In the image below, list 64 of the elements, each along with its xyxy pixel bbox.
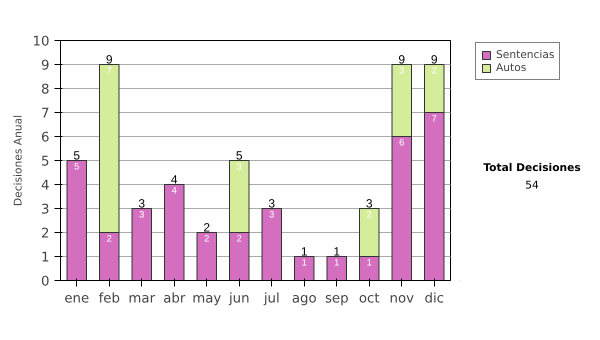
data-label: 3 [139, 209, 144, 220]
x-tick-label: ago [292, 292, 317, 306]
y-tick-label: 6 [41, 130, 50, 146]
data-label: 2 [432, 65, 437, 76]
total-label: 2 [203, 220, 210, 234]
total-label: 9 [398, 52, 406, 66]
bar [66, 160, 87, 280]
x-tick-label: may [192, 292, 222, 306]
x-tick-label: dic [424, 292, 444, 306]
bar [326, 256, 347, 280]
data-label: 1 [334, 257, 340, 268]
legend-label: Sentencias [496, 48, 554, 61]
legend-label: Autos [496, 61, 526, 74]
total-label: 9 [430, 52, 438, 66]
y-axis-title: Decisiones Anual [12, 114, 25, 206]
data-label: 2 [106, 233, 112, 244]
x-tick-label: feb [98, 292, 120, 306]
total-label: 5 [73, 148, 80, 162]
total-label: 1 [333, 244, 340, 258]
total-label: 3 [366, 196, 373, 210]
data-label: 5 [74, 161, 80, 172]
data-label: 3 [399, 65, 404, 76]
y-tick-label: 9 [41, 58, 50, 74]
x-tick-label: nov [390, 292, 414, 306]
total-label: 5 [236, 148, 243, 162]
data-label: 6 [399, 137, 404, 148]
bar [294, 256, 314, 280]
data-label: 1 [302, 257, 307, 268]
data-label: 2 [236, 233, 242, 244]
x-tick-label: ene [64, 292, 90, 306]
total-label: 1 [300, 244, 308, 258]
y-tick-label: 1 [41, 250, 50, 266]
text: 54 [525, 178, 539, 192]
y-tick-label: 4 [41, 178, 50, 194]
x-tick-label: sep [324, 292, 349, 306]
data-label: 3 [236, 161, 242, 172]
x-tick-label: jul [262, 292, 280, 306]
data-label: 7 [432, 113, 437, 124]
x-tick-label: abr [163, 292, 186, 306]
y-tick-label: 8 [41, 82, 50, 98]
y-tick-label: 10 [32, 34, 50, 50]
y-tick-label: 2 [41, 226, 50, 242]
y-tick-label: 5 [41, 154, 50, 170]
x-tick-label: jun [228, 292, 250, 306]
total-label: 3 [138, 196, 146, 210]
y-tick-label: 0 [41, 274, 50, 290]
y-tick-label: 3 [41, 202, 50, 218]
total-label: 4 [170, 172, 178, 186]
total-label: 9 [106, 52, 113, 66]
text: Total Decisiones [483, 161, 581, 174]
data-label: 1 [366, 257, 372, 268]
bar [196, 232, 217, 280]
data-label: 2 [204, 233, 210, 244]
data-label: 7 [106, 65, 112, 76]
bar [132, 208, 152, 280]
bar [262, 208, 282, 280]
y-tick-label: 7 [41, 106, 50, 122]
data-label: 2 [366, 209, 372, 220]
x-tick-label: mar [128, 292, 156, 306]
data-label: 3 [269, 209, 274, 220]
x-tick-label: oct [358, 292, 380, 306]
bar [164, 184, 184, 280]
data-label: 4 [172, 185, 177, 196]
total-label: 3 [268, 196, 276, 210]
